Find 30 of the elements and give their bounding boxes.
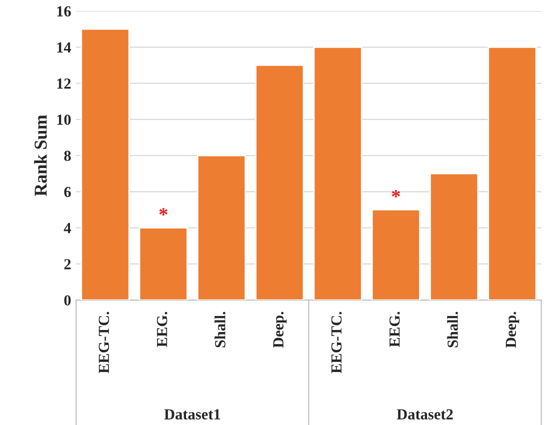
y-tick-label: 4 [64, 223, 72, 234]
bar [255, 64, 304, 300]
x-tick-label: EEG-TC. [98, 312, 110, 374]
y-tick-label: 8 [64, 150, 71, 161]
bar [430, 172, 479, 300]
x-tick-label: EEG. [389, 312, 400, 347]
x-tick-label: Deep. [273, 312, 287, 348]
bar [371, 209, 420, 300]
bar [80, 28, 130, 300]
bar [196, 154, 246, 300]
bar [138, 227, 188, 300]
bar [488, 46, 537, 300]
y-tick-label: 16 [57, 6, 71, 16]
x-tick-label: EEG-TC. [331, 312, 342, 374]
text: Dataset1 [164, 409, 220, 420]
x-tick-label: Shall. [447, 312, 458, 348]
y-tick-label: 10 [57, 114, 71, 125]
y-tick-label: 0 [64, 295, 71, 306]
x-tick-label: Shall. [214, 312, 226, 348]
data-label: * [392, 190, 400, 198]
y-tick-label: 12 [57, 78, 71, 89]
y-axis-title: Rank Sum [34, 114, 47, 196]
bar [313, 46, 362, 300]
y-tick-label: 6 [64, 186, 71, 198]
data-label: * [159, 208, 168, 216]
text: Dataset2 [396, 409, 453, 420]
x-tick-label: EEG. [156, 312, 168, 347]
y-tick-label: 2 [64, 259, 71, 270]
y-tick-label: 14 [57, 42, 72, 52]
x-tick-label: Deep. [506, 312, 520, 348]
